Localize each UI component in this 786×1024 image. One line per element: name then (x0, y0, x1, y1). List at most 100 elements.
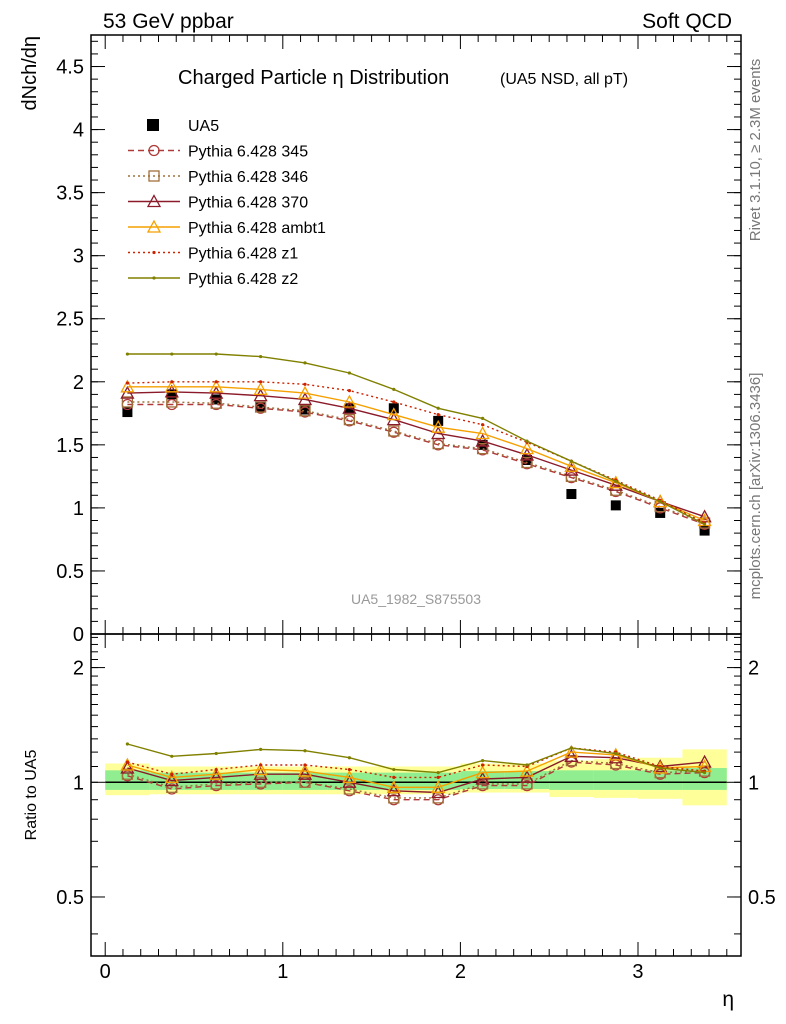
series-marker (392, 387, 396, 391)
legend-entry-5: Pythia 6.428 z1 (128, 246, 298, 263)
series-marker (564, 458, 579, 472)
series-marker (125, 352, 130, 356)
y-tick-label: 0.5 (56, 561, 84, 583)
ratio-marker (480, 758, 485, 763)
ratio-line (127, 755, 705, 794)
legend-label: Pythia 6.428 346 (188, 169, 308, 186)
top-ylabel: dNch/dη (19, 36, 41, 111)
uncertainty-band-green (105, 770, 150, 790)
y-tick-label: 2.5 (56, 309, 84, 331)
series-marker (658, 499, 662, 504)
ratio-panel-series (120, 742, 712, 806)
y-tick-label: 4 (73, 120, 84, 142)
legend-marker (152, 276, 156, 280)
series-marker (475, 426, 490, 440)
ratio-marker (297, 763, 313, 777)
ratio-tick-label-right: 0.5 (748, 887, 776, 909)
series-line (127, 353, 705, 525)
ratio-marker (343, 783, 356, 795)
ratio-marker (436, 775, 440, 779)
series-marker (519, 447, 535, 461)
series-marker (614, 479, 618, 484)
y-tick-label: 1 (73, 498, 84, 520)
series-marker (121, 396, 134, 408)
data-point-ua5 (122, 407, 133, 418)
analysis-watermark: UA5_1982_S875503 (351, 591, 481, 607)
ratio-marker (702, 771, 707, 775)
series-marker (521, 456, 533, 469)
chart-subtitle: (UA5 NSD, all pT) (500, 71, 628, 88)
ratio-marker (253, 766, 268, 780)
ratio-marker (170, 754, 174, 758)
series-marker (388, 425, 400, 437)
ratio-marker (436, 771, 440, 775)
series-marker (253, 381, 268, 396)
ratio-frame (90, 633, 742, 957)
ratio-marker (347, 767, 352, 772)
ratio-marker (386, 779, 401, 793)
uncertainty-band-green (593, 770, 638, 790)
series-marker (259, 354, 263, 359)
series-4 (120, 379, 712, 527)
legend-entry-0: UA5 (147, 118, 219, 135)
x-tick-label: 1 (277, 961, 288, 983)
ratio-marker (480, 763, 485, 767)
chart-title: Charged Particle η Distribution (178, 67, 449, 89)
series-line (127, 386, 705, 522)
series-marker (303, 361, 307, 365)
series-marker (342, 394, 357, 408)
series-marker (303, 382, 307, 386)
data-point-ua5 (300, 404, 311, 415)
y-tick-label: 2 (73, 372, 84, 394)
ratio-line (127, 747, 705, 779)
legend: UA5 Pythia 6.428 345 Pythia 6.428 346 Pythi… (128, 118, 326, 288)
series-marker (297, 385, 313, 399)
ratio-marker (521, 778, 533, 790)
ratio-marker (475, 765, 490, 779)
legend-entry-4: Pythia 6.428 ambt1 (128, 219, 326, 237)
ratio-marker (299, 776, 311, 788)
top-panel-series (120, 352, 712, 536)
series-2 (121, 396, 711, 529)
uncertainty-band-green (549, 770, 594, 790)
legend-label: Pythia 6.428 z2 (188, 271, 298, 288)
ratio-marker (120, 760, 135, 774)
ratio-marker (392, 767, 396, 772)
series-marker (253, 388, 268, 402)
ratio-tick-label-right: 1 (748, 772, 759, 794)
series-marker (525, 439, 529, 443)
series-marker (564, 462, 579, 476)
series-marker (209, 385, 224, 399)
series-line (127, 391, 705, 518)
series-marker (120, 385, 135, 399)
ratio-marker (214, 751, 218, 756)
ratio-tick-label-left: 1 (73, 772, 84, 794)
header-left: 53 GeV ppbar (103, 10, 234, 33)
uncertainty-band-green (682, 768, 727, 790)
series-marker (209, 379, 224, 393)
y-tick-label: 0 (73, 624, 84, 646)
legend-label: UA5 (188, 118, 219, 135)
series-marker (125, 381, 130, 385)
ratio-line (127, 743, 705, 774)
series-marker (475, 433, 490, 447)
ratio-marker (209, 770, 224, 784)
ratio-marker (564, 744, 579, 758)
series-line (127, 403, 705, 525)
data-point-ua5 (610, 500, 621, 511)
ratio-marker (610, 757, 622, 770)
series-1 (121, 398, 711, 530)
ratio-tick-label-left: 0.5 (56, 887, 84, 909)
series-marker (297, 392, 313, 406)
series-marker (214, 380, 218, 384)
series-line (127, 381, 705, 524)
ratio-marker (386, 783, 401, 797)
ratio-tick-label-left: 2 (73, 658, 84, 680)
header-right: Soft QCD (642, 10, 732, 33)
legend-label: Pythia 6.428 370 (188, 195, 308, 212)
series-marker (299, 405, 311, 417)
series-marker (342, 400, 357, 414)
series-marker (254, 401, 267, 413)
series-marker (214, 352, 218, 356)
ratio-marker (259, 747, 263, 751)
